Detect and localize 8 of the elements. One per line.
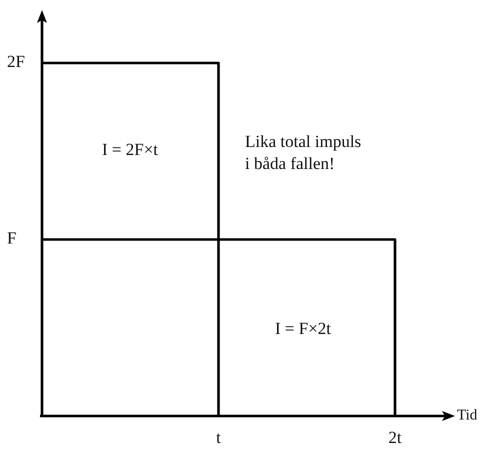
x-tick-label: 2t	[388, 428, 402, 447]
x-tick-label: t	[216, 428, 222, 447]
annotation: Lika total impuls i båda fallen!	[245, 132, 362, 173]
text: 2F	[7, 52, 25, 71]
text: F	[7, 228, 16, 248]
annotation: I = F×2t	[274, 318, 332, 338]
annotation: I = 2F×t	[102, 140, 158, 159]
x-axis-title: Tid	[457, 407, 478, 424]
